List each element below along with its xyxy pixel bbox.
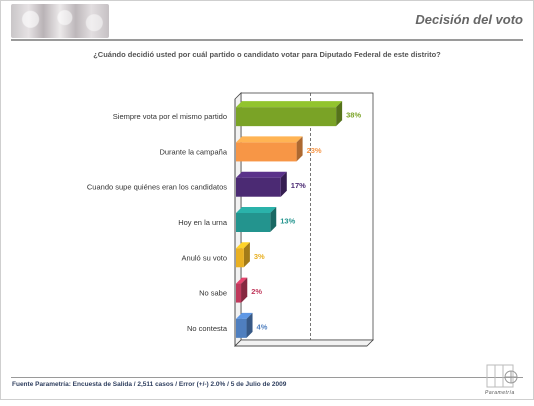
bar-side-5 [243,242,250,268]
bar-top-4 [236,207,277,213]
bar-6 [236,283,242,303]
bar-side-3 [280,171,287,197]
value-label-4: 13% [280,217,295,226]
page-title: Decisión del voto [415,12,523,27]
chart-question: ¿Cuándo decidió usted por cuál partido o… [93,50,441,59]
bar-top-5 [236,242,250,249]
parametria-logo-icon [486,364,518,388]
value-label-3: 17% [291,181,306,190]
category-label-1: Siempre vota por el mismo partido [113,112,227,121]
value-label-5: 3% [254,252,265,261]
bar-side-6 [241,277,248,303]
category-label-2: Durante la campaña [159,147,227,156]
bar-side-7 [246,312,253,338]
bar-top-1 [236,101,343,108]
bar-1 [236,107,337,127]
header-divider [11,39,523,41]
value-label-7: 4% [257,322,268,331]
category-label-3: Cuando supe quiénes eran los candidatos [87,183,227,192]
bar-top-6 [236,277,248,284]
bar-side-4 [270,207,277,232]
bar-5 [236,248,244,268]
bar-top-3 [236,171,287,178]
bar-top-7 [236,312,253,319]
footer-divider [11,377,523,378]
bar-side-2 [296,136,303,162]
value-label-6: 2% [251,287,262,296]
value-label-1: 38% [346,111,361,120]
bar-3 [236,177,281,197]
plot-floor [234,339,374,347]
bar-top-2 [236,136,303,143]
bar-2 [236,142,297,162]
category-label-6: No sabe [199,289,227,298]
header-photo [11,4,109,38]
category-label-4: Hoy en la urna [178,218,228,227]
bar-side-1 [336,101,343,127]
value-label-2: 23% [307,146,322,155]
header: Decisión del voto [1,1,533,41]
logo-text: Parametría [485,390,515,396]
category-label-7: No contesta [187,324,228,333]
parametria-logo [481,361,527,393]
bar-7 [236,318,247,338]
bar-4 [236,213,271,232]
source-note: Fuente Parametría: Encuesta de Salida / … [12,381,287,388]
category-label-5: Anuló su voto [182,253,227,262]
